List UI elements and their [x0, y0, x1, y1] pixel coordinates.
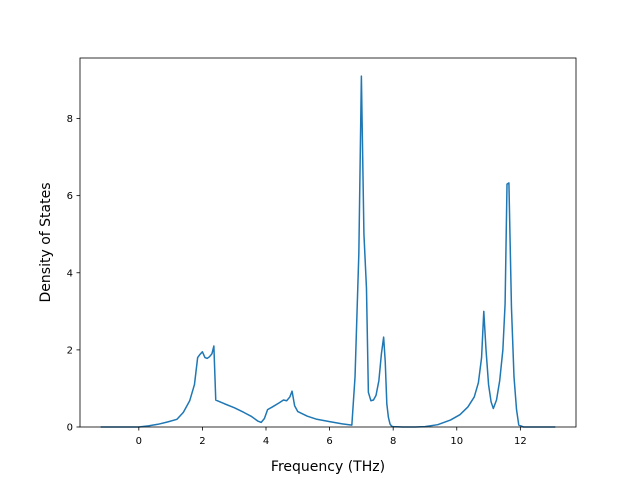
x-tick-label: 8: [390, 436, 396, 447]
x-tick-label: 12: [514, 436, 527, 447]
x-tick-label: 4: [263, 436, 269, 447]
x-axis: 0 2 4 6 8 10 12: [136, 427, 527, 447]
y-tick-label: 4: [67, 268, 73, 279]
x-tick-label: 2: [199, 436, 205, 447]
plot-area: [100, 75, 556, 428]
x-tick-label: 10: [450, 436, 463, 447]
y-tick-label: 8: [67, 114, 73, 125]
y-tick-label: 0: [67, 423, 73, 434]
x-tick-label: 6: [326, 436, 332, 447]
x-axis-label: Frequency (THz): [271, 459, 385, 475]
y-tick-label: 2: [67, 345, 73, 356]
x-tick-label: 0: [136, 436, 142, 447]
axes-frame: [79, 57, 577, 428]
series-line-0: [100, 75, 556, 428]
y-tick-label: 6: [67, 191, 73, 202]
y-axis: 0 2 4 6 8: [67, 114, 80, 434]
y-axis-label: Density of States: [38, 183, 54, 303]
